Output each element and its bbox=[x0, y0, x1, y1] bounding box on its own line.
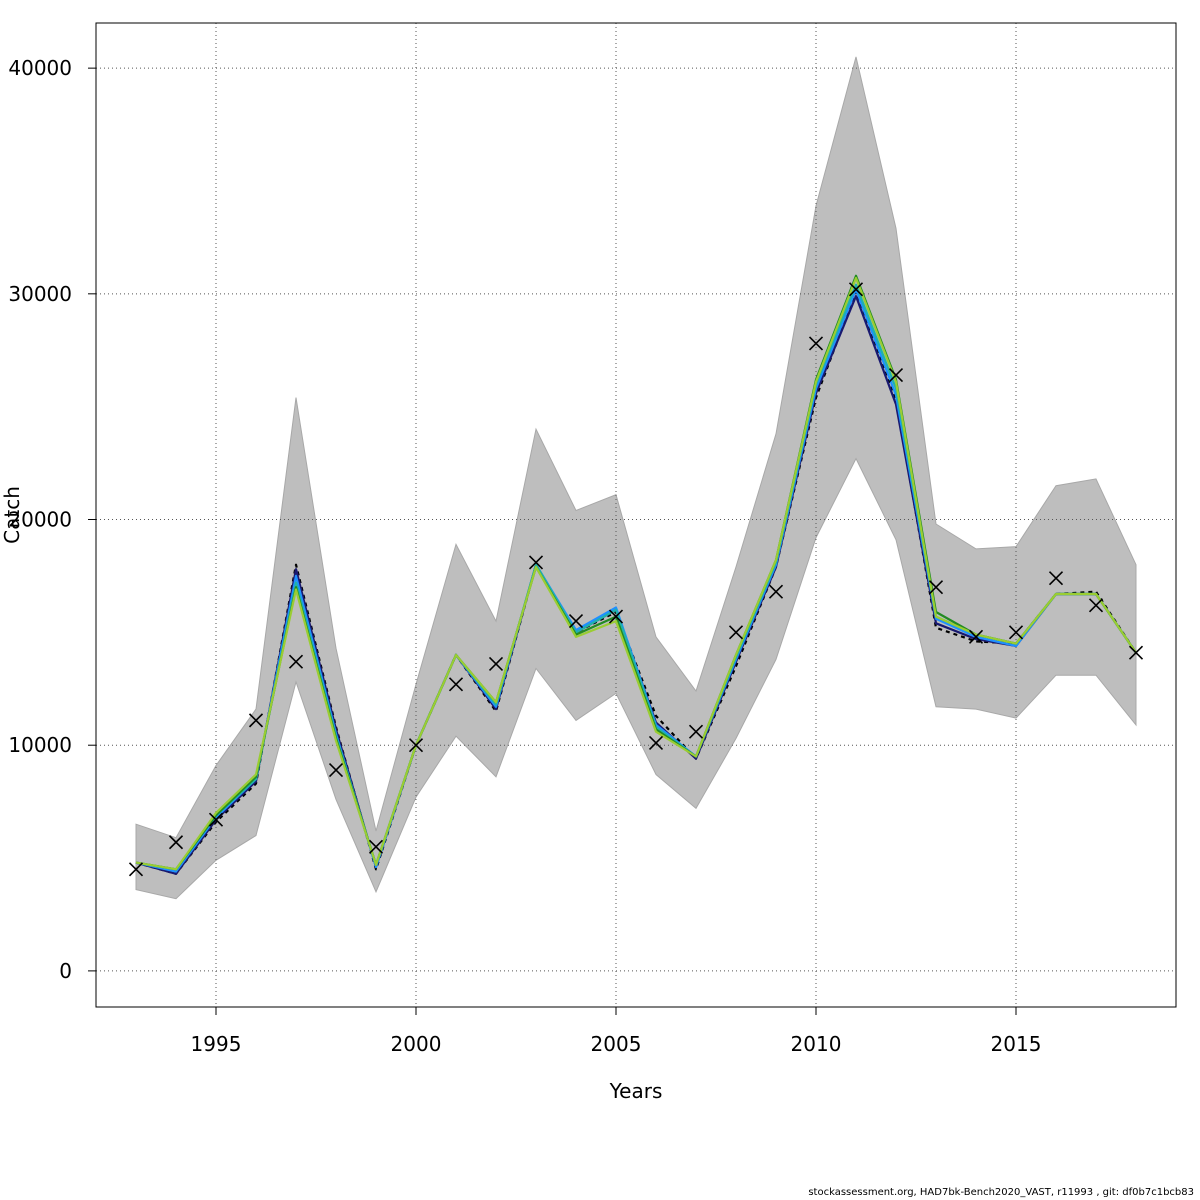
observed-point bbox=[168, 835, 184, 850]
observed-point bbox=[848, 282, 864, 297]
observed-point bbox=[688, 724, 704, 739]
observed-point bbox=[808, 336, 824, 351]
observed-point bbox=[208, 812, 224, 827]
x-tick-label: 2015 bbox=[991, 1032, 1042, 1056]
observed-point bbox=[528, 555, 544, 570]
observed-point bbox=[728, 625, 744, 640]
x-tick-label: 1995 bbox=[191, 1032, 242, 1056]
observed-point bbox=[368, 839, 384, 854]
x-tick-label: 2000 bbox=[391, 1032, 442, 1056]
observed-point bbox=[1008, 625, 1024, 640]
observed-point bbox=[968, 629, 984, 644]
series-line-6 bbox=[135, 276, 1137, 871]
y-tick-label: 40000 bbox=[8, 56, 72, 80]
x-tick-label: 2010 bbox=[791, 1032, 842, 1056]
observed-point bbox=[128, 862, 144, 877]
y-tick-label: 20000 bbox=[8, 508, 72, 532]
observed-point bbox=[1128, 645, 1144, 660]
y-tick-label: 30000 bbox=[8, 282, 72, 306]
observed-point bbox=[488, 656, 504, 672]
plot-frame bbox=[95, 22, 1177, 1008]
y-tick-label: 0 bbox=[59, 959, 72, 983]
observed-point bbox=[288, 654, 304, 669]
y-axis-title: Catch bbox=[0, 486, 24, 544]
observed-point bbox=[568, 614, 584, 629]
observed-point bbox=[888, 368, 904, 383]
observed-point bbox=[928, 580, 944, 595]
observed-point bbox=[448, 677, 464, 692]
observed-point bbox=[408, 738, 424, 753]
y-tick-label: 10000 bbox=[8, 733, 72, 757]
observed-marker-layer bbox=[128, 282, 1144, 877]
x-axis-title: Years bbox=[609, 1079, 663, 1103]
observed-point bbox=[1088, 598, 1104, 613]
grid-layer bbox=[96, 23, 1176, 1007]
x-axis: 1995 2000 2005 2010 2015 bbox=[191, 1007, 1042, 1056]
observed-point bbox=[768, 584, 784, 599]
x-tick-label: 2005 bbox=[591, 1032, 642, 1056]
observed-point bbox=[1048, 571, 1064, 586]
observed-point bbox=[248, 713, 264, 728]
confidence-band-layer bbox=[135, 56, 1137, 900]
observed-point bbox=[328, 762, 344, 778]
footer-credit: stockassessment.org, HAD7bk-Bench2020_VA… bbox=[808, 1187, 1194, 1198]
y-axis: 0 10000 20000 30000 40000 bbox=[8, 56, 96, 983]
confidence-band bbox=[135, 56, 1137, 900]
observed-point bbox=[608, 609, 624, 624]
observed-point bbox=[648, 735, 664, 751]
